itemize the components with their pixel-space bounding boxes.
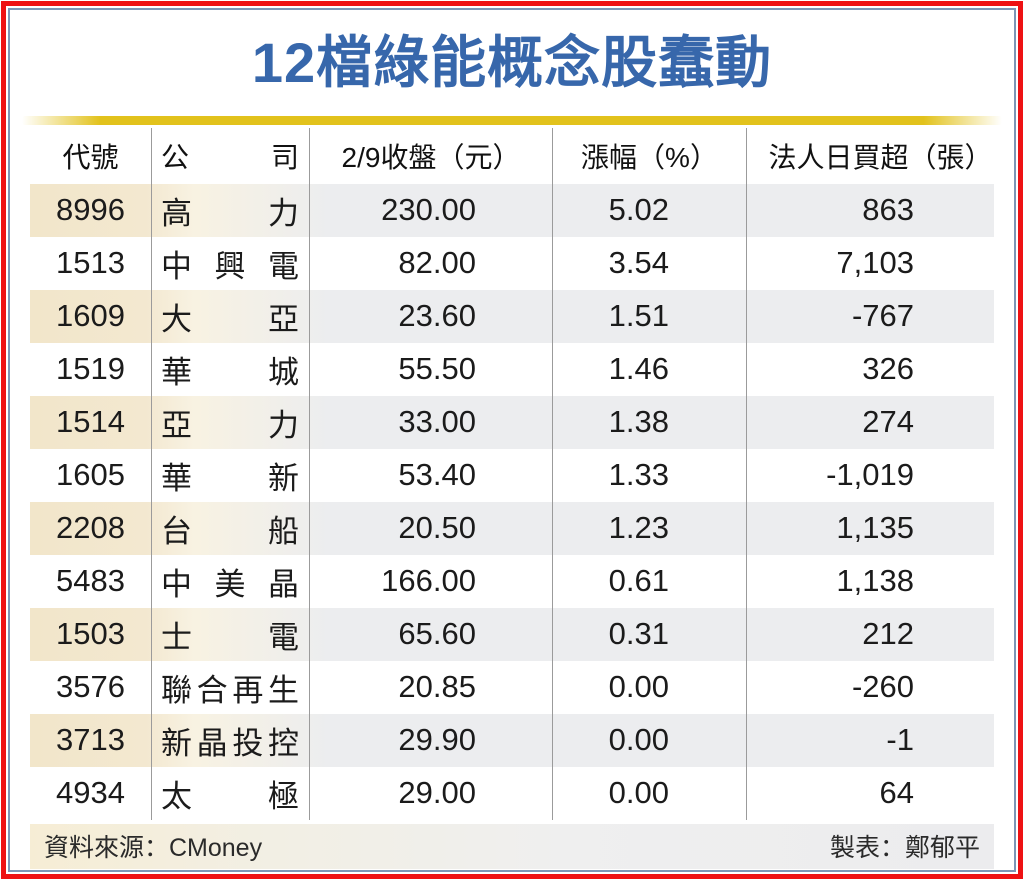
cell-close: 20.50 [310,501,553,555]
cell-company: 大亞 [152,289,310,343]
table-row: 1609 大亞 23.60 1.51 -767 [30,289,994,343]
cell-company: 士電 [152,607,310,661]
cell-netbuy: 7,103 [836,245,914,281]
cell-company: 華新 [152,448,310,502]
cell-netbuy: 863 [862,192,914,228]
cell-company: 聯合再生 [152,660,310,714]
cell-company: 亞力 [152,395,310,449]
cell-netbuy: -1 [886,722,914,758]
cell-netbuy: 274 [862,404,914,440]
header-close: 2/9收盤（元） [310,127,553,184]
cell-code: 3576 [30,660,152,714]
cell-code: 8996 [30,183,152,237]
cell-company: 新晶投控 [152,713,310,767]
table-footer: 資料來源：CMoney 製表：鄭郁平 [30,823,994,869]
table-row: 3576 聯合再生 20.85 0.00 -260 [30,660,994,714]
table-row: 1513 中興電 82.00 3.54 7,103 [30,236,994,290]
cell-change: 0.00 [553,766,747,820]
cell-change: 0.31 [553,607,747,661]
cell-close: 53.40 [310,448,553,502]
author-credit: 製表：鄭郁平 [829,834,980,863]
cell-code: 5483 [30,554,152,608]
cell-close: 29.00 [310,766,553,820]
cell-code: 1609 [30,289,152,343]
cell-change: 0.00 [553,713,747,767]
cell-change: 1.51 [553,289,747,343]
table-row: 3713 新晶投控 29.90 0.00 -1 [30,713,994,767]
cell-change: 1.33 [553,448,747,502]
cell-close: 166.00 [310,554,553,608]
cell-company: 高力 [152,183,310,237]
cell-change: 0.00 [553,660,747,714]
cell-company: 中興電 [152,236,310,290]
cell-code: 1503 [30,607,152,661]
cell-change: 1.38 [553,395,747,449]
header-change: 漲幅（%） [553,127,747,184]
cell-netbuy: 326 [862,351,914,387]
header-netbuy: 法人日買超（張） [768,141,993,173]
header-company: 公司 [152,127,310,184]
table-row: 1519 華城 55.50 1.46 326 [30,342,994,396]
table-row: 5483 中美晶 166.00 0.61 1,138 [30,554,994,608]
cell-company: 華城 [152,342,310,396]
cell-netbuy: 1,135 [836,510,914,546]
table-header-row: 代號 公司 2/9收盤（元） 漲幅（%） 法人日買超（張） [30,127,994,184]
cell-change: 5.02 [553,183,747,237]
cell-netbuy: 1,138 [836,563,914,599]
cell-code: 4934 [30,766,152,820]
table-row: 8996 高力 230.00 5.02 863 [30,183,994,237]
cell-code: 1605 [30,448,152,502]
table-row: 2208 台船 20.50 1.23 1,135 [30,501,994,555]
page-title: 12檔綠能概念股蠢動 [251,31,773,94]
cell-netbuy: 212 [862,616,914,652]
cell-company: 太極 [152,766,310,820]
table-body: 8996 高力 230.00 5.02 863 1513 中興電 82.00 3… [30,183,994,820]
cell-code: 1514 [30,395,152,449]
cell-company: 台船 [152,501,310,555]
table-row: 1605 華新 53.40 1.33 -1,019 [30,448,994,502]
cell-code: 3713 [30,713,152,767]
cell-netbuy: 64 [879,775,914,811]
cell-code: 2208 [30,501,152,555]
cell-code: 1513 [30,236,152,290]
cell-change: 3.54 [553,236,747,290]
cell-netbuy: -260 [851,669,914,705]
cell-close: 20.85 [310,660,553,714]
cell-close: 55.50 [310,342,553,396]
table-row: 4934 太極 29.00 0.00 64 [30,766,994,820]
table-row: 1514 亞力 33.00 1.38 274 [30,395,994,449]
cell-close: 230.00 [310,183,553,237]
source-credit: 資料來源：CMoney [44,834,263,863]
cell-close: 23.60 [310,289,553,343]
cell-change: 1.23 [553,501,747,555]
inner-blue-frame: 12檔綠能概念股蠢動 代號 公司 2/9收盤（元） 漲幅（%） 法人日買超（張）… [8,8,1016,872]
cell-netbuy: -1,019 [826,457,914,493]
cell-change: 1.46 [553,342,747,396]
stock-table: 代號 公司 2/9收盤（元） 漲幅（%） 法人日買超（張） 8996 高力 23… [30,127,994,820]
cell-code: 1519 [30,342,152,396]
cell-company: 中美晶 [152,554,310,608]
header-code: 代號 [30,127,152,184]
table-row: 1503 士電 65.60 0.31 212 [30,607,994,661]
cell-close: 65.60 [310,607,553,661]
cell-netbuy: -767 [851,298,914,334]
cell-close: 33.00 [310,395,553,449]
cell-change: 0.61 [553,554,747,608]
cell-close: 29.90 [310,713,553,767]
gold-divider [22,115,1002,125]
cell-close: 82.00 [310,236,553,290]
